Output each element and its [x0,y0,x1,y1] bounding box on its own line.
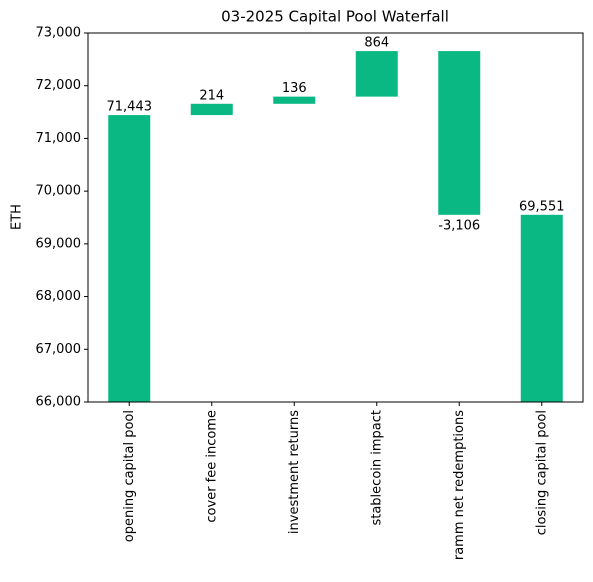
y-tick-label: 67,000 [36,342,82,357]
x-tick-label: stablecoin impact [369,410,384,526]
chart-title: 03-2025 Capital Pool Waterfall [221,8,449,26]
y-tick-label: 71,000 [36,131,82,146]
x-tick-label: closing capital pool [534,410,549,535]
bar [520,214,563,402]
plot-frame [87,32,584,403]
y-tick-label: 68,000 [36,289,82,304]
y-tick-label: 72,000 [36,78,82,93]
value-label: 136 [282,81,307,96]
bar [190,103,233,116]
y-tick-label: 69,000 [36,236,82,251]
y-tick-label: 73,000 [36,26,82,41]
bar [273,96,316,104]
bar [108,115,151,402]
value-label: 864 [364,36,389,51]
x-tick-label: ramm net redemptions [452,410,467,560]
y-axis-label: ETH [10,204,25,230]
x-tick-label: investment returns [287,410,302,534]
y-tick-label: 66,000 [36,395,82,410]
bar [355,51,398,97]
value-label: 214 [199,88,224,103]
value-label: 69,551 [519,199,565,214]
y-tick-label: 70,000 [36,184,82,199]
value-label: -3,106 [438,218,480,233]
x-tick-label: opening capital pool [122,410,137,542]
bar [438,51,481,215]
x-tick-label: cover fee income [204,410,219,523]
value-label: 71,443 [107,100,153,115]
